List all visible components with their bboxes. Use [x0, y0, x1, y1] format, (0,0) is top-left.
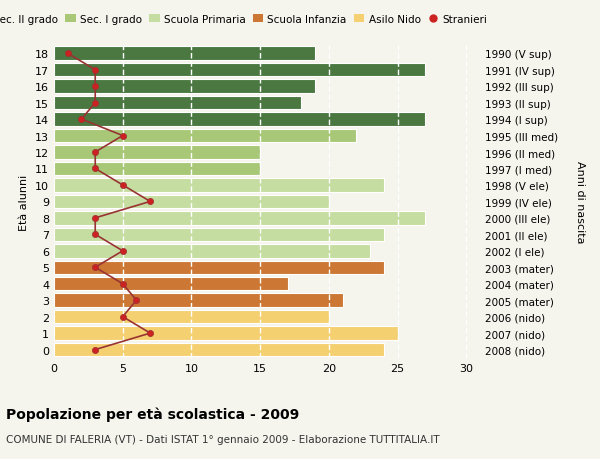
Bar: [54, 113, 425, 127]
Point: [91, 83, 100, 90]
Bar: [54, 64, 425, 77]
Point: [91, 100, 100, 107]
Bar: [54, 162, 260, 176]
Text: COMUNE DI FALERIA (VT) - Dati ISTAT 1° gennaio 2009 - Elaborazione TUTTITALIA.IT: COMUNE DI FALERIA (VT) - Dati ISTAT 1° g…: [6, 434, 440, 444]
Point: [91, 149, 100, 157]
Bar: [54, 261, 384, 274]
Point: [118, 313, 128, 321]
Point: [91, 264, 100, 271]
Text: Popolazione per età scolastica - 2009: Popolazione per età scolastica - 2009: [6, 406, 299, 421]
Bar: [54, 310, 329, 324]
Y-axis label: Anni di nascita: Anni di nascita: [575, 161, 584, 243]
Point: [145, 330, 155, 337]
Point: [118, 247, 128, 255]
Point: [118, 133, 128, 140]
Bar: [54, 80, 315, 94]
Point: [91, 346, 100, 353]
Legend: Sec. II grado, Sec. I grado, Scuola Primaria, Scuola Infanzia, Asilo Nido, Stran: Sec. II grado, Sec. I grado, Scuola Prim…: [0, 11, 491, 29]
Point: [118, 182, 128, 189]
Point: [145, 198, 155, 206]
Bar: [54, 47, 315, 61]
Bar: [54, 343, 384, 357]
Bar: [54, 294, 343, 307]
Bar: [54, 212, 425, 225]
Bar: [54, 179, 384, 192]
Bar: [54, 245, 370, 258]
Bar: [54, 195, 329, 209]
Bar: [54, 277, 287, 291]
Point: [118, 280, 128, 288]
Point: [91, 67, 100, 74]
Point: [63, 50, 73, 58]
Point: [91, 231, 100, 239]
Bar: [54, 97, 301, 110]
Bar: [54, 228, 384, 241]
Point: [131, 297, 141, 304]
Y-axis label: Età alunni: Età alunni: [19, 174, 29, 230]
Bar: [54, 129, 356, 143]
Point: [77, 116, 86, 123]
Bar: [54, 327, 398, 340]
Point: [91, 165, 100, 173]
Bar: [54, 146, 260, 159]
Point: [91, 215, 100, 222]
